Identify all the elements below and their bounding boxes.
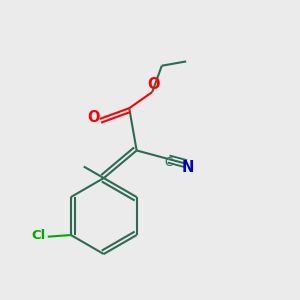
Text: O: O xyxy=(147,77,160,92)
Text: N: N xyxy=(182,160,194,175)
Text: O: O xyxy=(88,110,100,125)
Text: Cl: Cl xyxy=(32,229,46,242)
Text: C: C xyxy=(164,157,173,169)
